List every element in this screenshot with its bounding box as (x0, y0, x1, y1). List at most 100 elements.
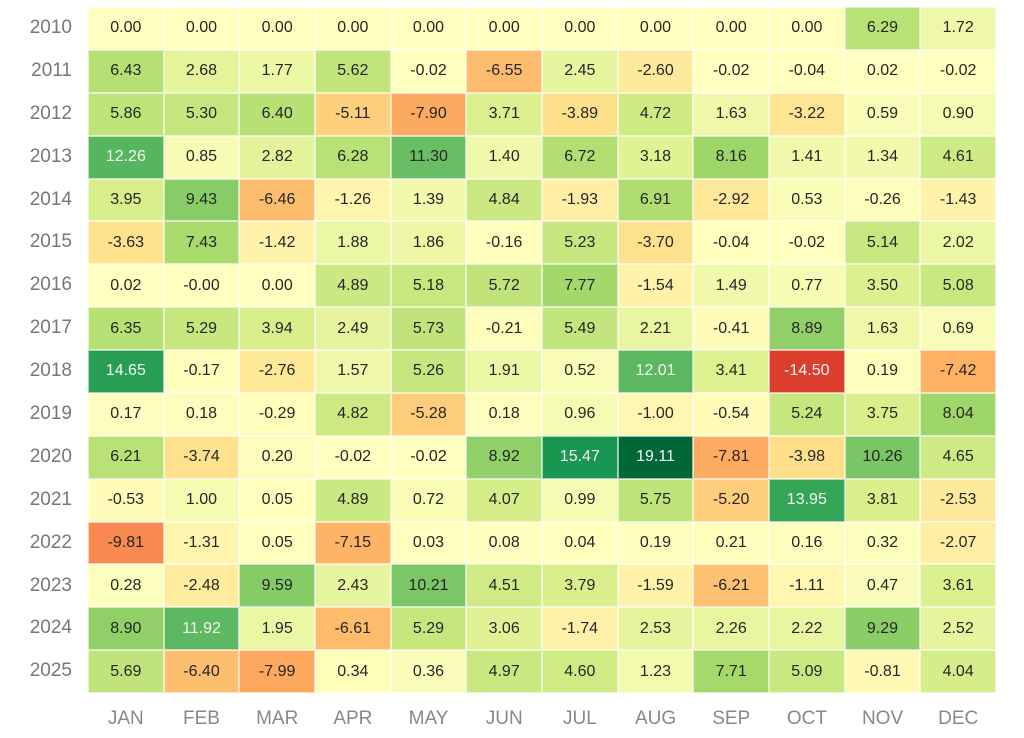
heatmap-cell: -0.02 (768, 221, 845, 265)
heatmap-cell: 3.61 (920, 564, 996, 608)
heatmap-cell: 5.29 (390, 607, 467, 651)
heatmap-cell: 4.82 (314, 392, 391, 436)
heatmap-cell: -0.26 (844, 178, 921, 222)
heatmap-cell: 3.50 (844, 264, 921, 308)
heatmap-cell: -1.11 (768, 564, 845, 608)
heatmap-cell: 14.65 (88, 350, 164, 393)
heatmap-cell: 1.39 (390, 178, 467, 222)
heatmap-cell: 4.65 (920, 435, 996, 479)
heatmap-cell: 8.92 (466, 435, 542, 479)
heatmap-cell: -1.93 (541, 178, 618, 222)
heatmap-cell: 5.29 (163, 307, 240, 350)
heatmap-cell: 4.89 (314, 478, 391, 522)
heatmap-cell: 0.00 (88, 7, 164, 50)
heatmap-cell: -0.16 (466, 221, 542, 265)
heatmap-cell: 6.91 (617, 178, 694, 222)
heatmap-cell: 6.72 (541, 135, 618, 179)
heatmap-cell: 0.00 (541, 7, 618, 50)
heatmap-cell: -0.04 (693, 221, 769, 265)
heatmap-cell: 7.71 (693, 650, 769, 693)
year-label: 2013 (29, 145, 72, 167)
heatmap-cell: 5.26 (390, 350, 467, 393)
heatmap-cell: -1.43 (920, 178, 996, 222)
month-label: OCT (786, 708, 827, 729)
heatmap-cell: -5.28 (390, 392, 467, 436)
heatmap-cell: 0.72 (390, 478, 467, 522)
heatmap-cell: -1.42 (239, 221, 315, 265)
heatmap-cell: 5.23 (541, 221, 618, 265)
heatmap-cell: 1.23 (617, 650, 694, 693)
heatmap-cell: 7.77 (541, 264, 618, 308)
heatmap-cell: 2.53 (617, 607, 694, 651)
heatmap-cell: 4.89 (314, 264, 391, 308)
heatmap-cell: 0.04 (541, 521, 618, 565)
month-label: MAR (256, 708, 299, 729)
heatmap-cell: 0.99 (541, 478, 618, 522)
heatmap-cell: 0.00 (163, 7, 240, 50)
heatmap-cell: 6.28 (314, 135, 391, 179)
heatmap-cell: 5.08 (920, 264, 996, 308)
heatmap-cell: 1.41 (768, 135, 845, 179)
heatmap-cell: 0.36 (390, 650, 467, 693)
heatmap-cell: -0.29 (239, 392, 315, 436)
heatmap-cell: 1.91 (466, 350, 542, 393)
heatmap-cell: -1.26 (314, 178, 391, 222)
month-label: SEP (712, 708, 751, 729)
heatmap-cell: -6.46 (239, 178, 315, 222)
heatmap-cell: 4.72 (617, 92, 694, 136)
heatmap-cell: 2.52 (920, 607, 996, 651)
heatmap-cell: 5.86 (88, 92, 164, 136)
heatmap-cell: -7.90 (390, 92, 467, 136)
heatmap-cell: 4.97 (466, 650, 542, 693)
heatmap-cell: 13.95 (768, 478, 845, 522)
heatmap-cell: 4.51 (466, 564, 542, 608)
heatmap-cell: 11.30 (390, 135, 467, 179)
heatmap-cell: 0.00 (239, 7, 315, 50)
month-axis: JAN FEB MAR APR MAY JUN JUL AUG SEP OCT NOV DEC (88, 700, 996, 738)
heatmap-cell: -3.22 (768, 92, 845, 136)
heatmap-cell: 12.01 (617, 350, 694, 393)
heatmap-cell: 4.60 (541, 650, 618, 693)
heatmap-cell: 1.63 (844, 307, 921, 350)
year-label: 2022 (29, 531, 72, 553)
heatmap-cell: -6.40 (163, 650, 240, 693)
year-label: 2016 (29, 274, 72, 296)
heatmap-cell: 6.35 (88, 307, 164, 350)
heatmap-cell: 1.49 (693, 264, 769, 308)
heatmap-cell: -0.02 (693, 49, 769, 93)
heatmap-cell: 5.72 (466, 264, 542, 308)
heatmap-cell: -2.60 (617, 49, 694, 93)
heatmap-cell: 0.02 (88, 264, 164, 308)
heatmap-cell: 8.89 (768, 307, 845, 350)
heatmap-cell: 0.90 (920, 92, 996, 136)
heatmap-cell: 9.59 (239, 564, 315, 608)
heatmap-cell: 2.26 (693, 607, 769, 651)
heatmap-cell: 0.05 (239, 521, 315, 565)
heatmap-cell: 2.21 (617, 307, 694, 350)
heatmap-cell: -7.81 (693, 435, 769, 479)
heatmap-cell: 5.69 (88, 650, 164, 693)
heatmap-cell: 3.41 (693, 350, 769, 393)
heatmap-cell: 5.09 (768, 650, 845, 693)
heatmap-cell: 0.32 (844, 521, 921, 565)
heatmap-cell: 5.30 (163, 92, 240, 136)
year-label: 2010 (29, 17, 72, 38)
heatmap-cell: 4.07 (466, 478, 542, 522)
heatmap-cell: 5.73 (390, 307, 467, 350)
heatmap-cell: 0.00 (466, 7, 542, 50)
heatmap-cell: 0.28 (88, 564, 164, 608)
heatmap-cell: 0.00 (390, 7, 467, 50)
heatmap-cell: -9.81 (88, 521, 164, 565)
heatmap-cell: 1.72 (920, 7, 996, 50)
heatmap-cell: -3.63 (88, 221, 164, 265)
heatmap-cell: 1.63 (693, 92, 769, 136)
heatmap-cell: 0.00 (617, 7, 694, 50)
year-label: 2012 (29, 102, 72, 124)
heatmap-grid: 0.00 0.00 0.00 0.00 0.00 0.00 0.00 0.00 0.00 0.00… (88, 7, 996, 693)
year-label: 2021 (29, 488, 72, 510)
year-label: 2023 (29, 574, 72, 596)
heatmap-cell: -0.41 (693, 307, 769, 350)
heatmap-cell: -3.74 (163, 435, 240, 479)
heatmap-cell: -5.11 (314, 92, 391, 136)
heatmap-cell: 5.18 (390, 264, 467, 308)
